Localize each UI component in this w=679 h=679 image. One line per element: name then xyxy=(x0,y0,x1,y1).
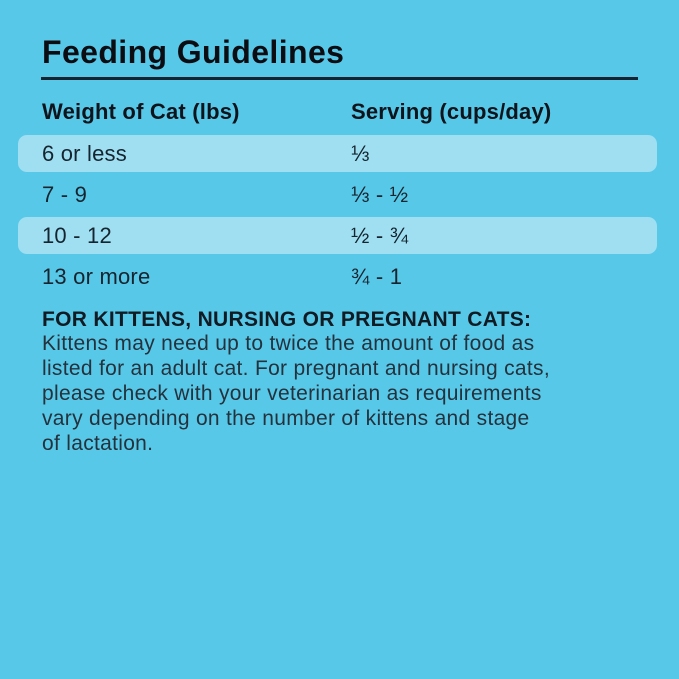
weight-cell: 6 or less xyxy=(42,140,127,166)
column-header-weight: Weight of Cat (lbs) xyxy=(42,99,240,124)
note-line: please check with your veterinarian as r… xyxy=(42,382,542,405)
title-underline xyxy=(41,77,638,80)
table-row: 6 or less ⅓ xyxy=(18,135,657,172)
page-title: Feeding Guidelines xyxy=(42,34,345,70)
note-line: Kittens may need up to twice the amount … xyxy=(42,332,535,355)
table-header-row: Weight of Cat (lbs) Serving (cups/day) xyxy=(0,99,679,125)
kittens-note-heading: FOR KITTENS, NURSING OR PREGNANT CATS: xyxy=(42,308,532,331)
serving-cell: ¾ - 1 xyxy=(351,263,403,289)
table-row: 7 - 9 ⅓ - ½ xyxy=(18,176,657,213)
note-line: listed for an adult cat. For pregnant an… xyxy=(42,357,550,380)
weight-cell: 13 or more xyxy=(42,263,151,289)
weight-cell: 10 - 12 xyxy=(42,222,112,248)
column-header-serving: Serving (cups/day) xyxy=(351,99,552,124)
weight-cell: 7 - 9 xyxy=(42,181,88,207)
note-line: of lactation. xyxy=(42,432,154,455)
serving-cell: ½ - ¾ xyxy=(351,222,409,248)
kittens-note-body: Kittens may need up to twice the amount … xyxy=(42,331,550,456)
table-row: 10 - 12 ½ - ¾ xyxy=(18,217,657,254)
note-line: vary depending on the number of kittens … xyxy=(42,407,530,430)
serving-cell: ⅓ - ½ xyxy=(351,181,409,207)
serving-cell: ⅓ xyxy=(351,140,370,166)
table-row: 13 or more ¾ - 1 xyxy=(18,258,657,295)
